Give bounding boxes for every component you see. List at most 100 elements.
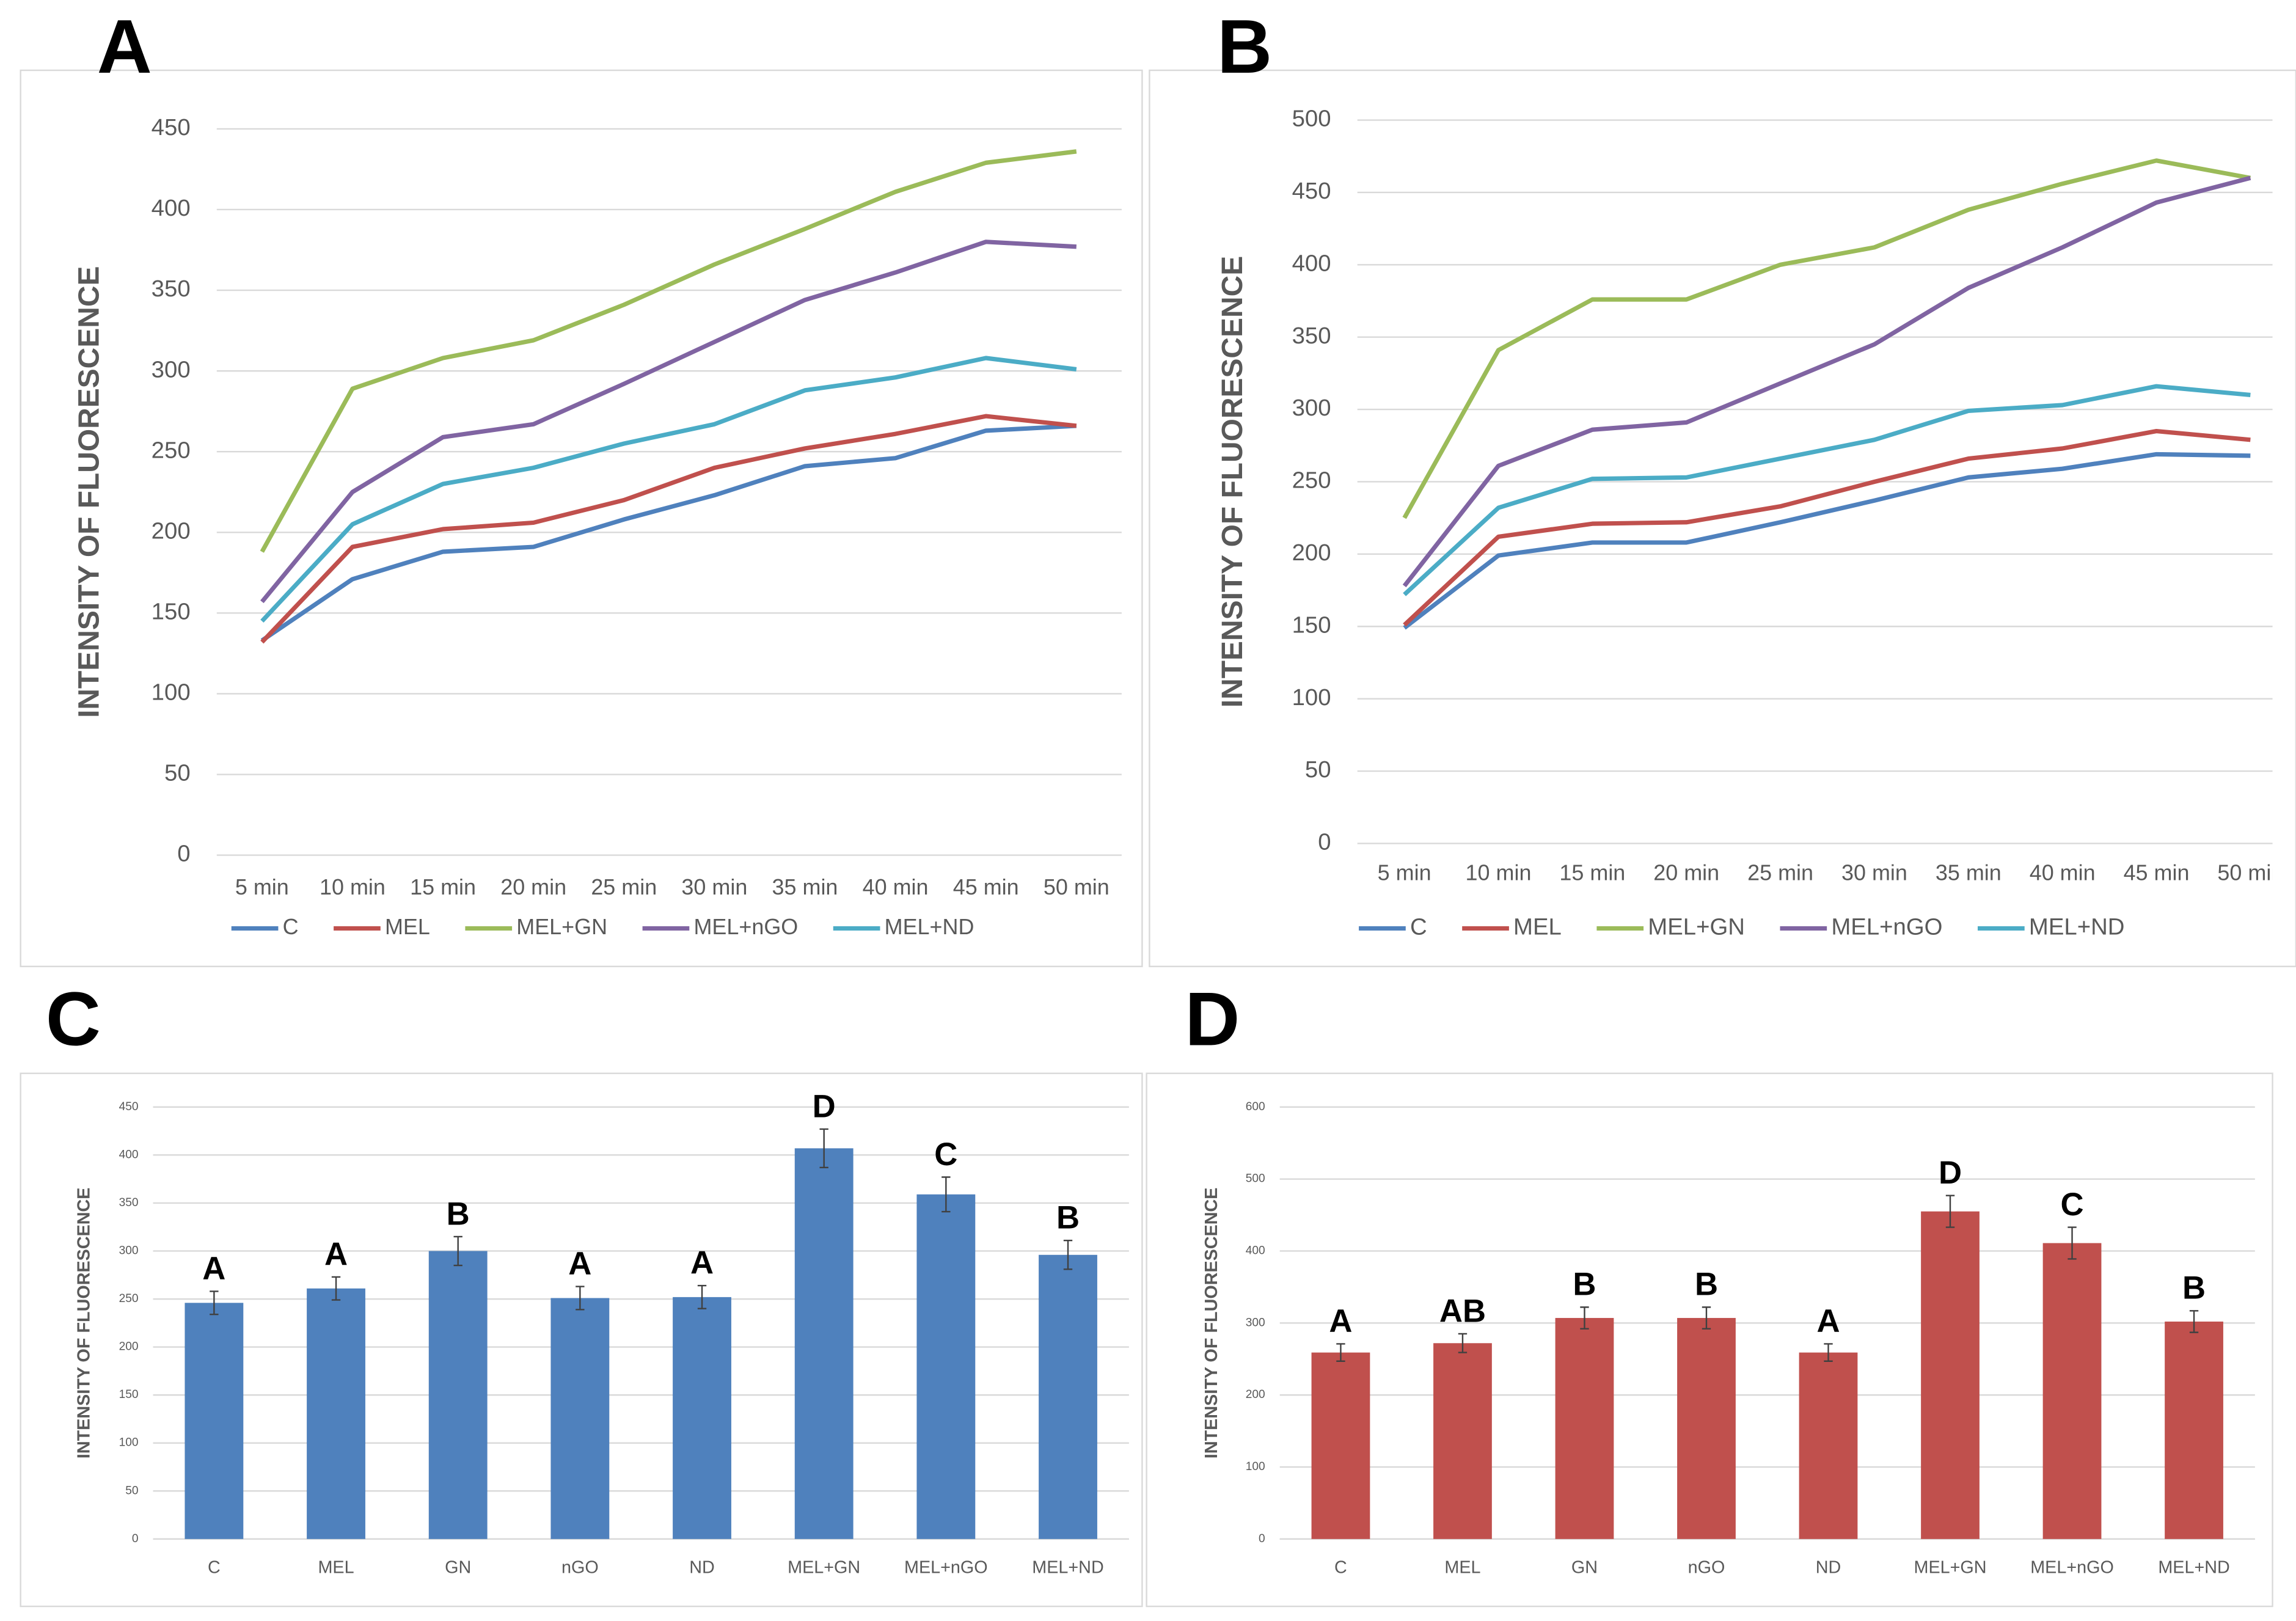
y-tick-label: 350 xyxy=(1292,323,1331,349)
error-bar xyxy=(2189,1310,2199,1333)
x-tick-label: 25 min xyxy=(1747,860,1813,885)
panel-frame xyxy=(20,1072,1143,1608)
legend-label: MEL xyxy=(385,914,430,939)
y-tick-label: 450 xyxy=(152,114,191,141)
legend-label: C xyxy=(283,914,299,939)
x-tick-label: 10 min xyxy=(320,874,386,899)
y-tick-label: 150 xyxy=(119,1388,139,1401)
chart: B INTENSITY OF FLUORESCENCE 0 50 100 150 200 25… xyxy=(1216,4,2283,940)
y-tick-label: 50 xyxy=(164,760,191,786)
y-tick-label: 400 xyxy=(1292,250,1331,276)
bar xyxy=(428,1251,488,1539)
series-line xyxy=(1402,175,2251,588)
x-tick-label: C xyxy=(1334,1557,1347,1577)
x-tick-label: MEL xyxy=(318,1557,354,1577)
y-tick-label: 500 xyxy=(1246,1173,1265,1185)
significance-label: A xyxy=(1329,1303,1352,1339)
significance-label: B xyxy=(1695,1267,1718,1303)
significance-label: A xyxy=(324,1236,348,1272)
error-bar xyxy=(453,1235,462,1267)
panel-label: D xyxy=(1185,977,1240,1062)
y-axis-title: INTENSITY OF FLUORESCENCE xyxy=(73,266,105,718)
significance-label: C xyxy=(934,1136,957,1173)
error-bar xyxy=(331,1276,341,1301)
x-tick-label: GN xyxy=(1571,1557,1598,1577)
panel-frame xyxy=(20,69,1143,967)
legend-label: MEL+nGO xyxy=(1831,914,1942,940)
y-tick-label: 200 xyxy=(1292,540,1331,566)
y-tick-label: 150 xyxy=(152,598,191,624)
bar xyxy=(916,1194,976,1539)
chart: A INTENSITY OF FLUORESCENCE 0 50 100 150 200 25… xyxy=(73,4,1122,939)
x-tick-label: nGO xyxy=(561,1557,599,1577)
y-tick-label: 450 xyxy=(1292,178,1331,204)
y-tick-label: 300 xyxy=(119,1245,139,1257)
x-tick-label: 25 min xyxy=(591,874,657,899)
bar xyxy=(1555,1318,1614,1539)
x-tick-label: 40 min xyxy=(2030,860,2096,885)
error-bar xyxy=(1458,1333,1468,1353)
significance-label: B xyxy=(2182,1270,2206,1306)
bar xyxy=(185,1303,244,1539)
x-tick-label: 40 min xyxy=(863,874,929,899)
y-tick-label: 0 xyxy=(132,1532,139,1545)
chart: D INTENSITY OF FLUORESCENCE 0 100 200 300 400 5… xyxy=(1185,977,2255,1577)
series-line xyxy=(1403,429,2251,627)
bar xyxy=(673,1297,731,1539)
x-tick-label: 20 min xyxy=(500,874,566,899)
series-line xyxy=(1402,158,2251,519)
y-tick-label: 300 xyxy=(1246,1316,1265,1329)
y-tick-label: 250 xyxy=(119,1292,139,1305)
y-tick-label: 500 xyxy=(1292,106,1331,132)
y-tick-label: 0 xyxy=(177,841,190,867)
x-tick-label: 15 min xyxy=(1559,860,1625,885)
error-bar xyxy=(1063,1239,1073,1270)
significance-label: D xyxy=(1939,1155,1962,1191)
y-tick-label: 600 xyxy=(1246,1100,1265,1113)
significance-label: C xyxy=(2060,1187,2083,1223)
y-tick-label: 350 xyxy=(119,1196,139,1209)
x-tick-label: GN xyxy=(445,1557,471,1577)
x-tick-label: MEL+nGO xyxy=(2030,1557,2114,1577)
y-axis-title: INTENSITY OF FLUORESCENCE xyxy=(1216,256,1249,708)
y-tick-label: 200 xyxy=(119,1341,139,1353)
y-tick-label: 200 xyxy=(152,518,191,544)
y-tick-label: 400 xyxy=(119,1148,139,1161)
series-line xyxy=(1403,452,2251,630)
error-bar xyxy=(576,1286,585,1311)
y-tick-label: 50 xyxy=(125,1484,138,1497)
significance-label: B xyxy=(1573,1267,1596,1303)
bar xyxy=(1677,1318,1736,1539)
error-bar xyxy=(697,1284,707,1309)
y-tick-label: 350 xyxy=(152,276,191,302)
y-tick-label: 400 xyxy=(152,195,191,221)
legend-label: MEL+ND xyxy=(2029,914,2125,940)
bar xyxy=(550,1298,610,1539)
x-tick-label: 20 min xyxy=(1653,860,1719,885)
series-line xyxy=(260,356,1077,623)
series-line xyxy=(260,423,1077,643)
significance-label: A xyxy=(202,1251,225,1287)
legend-label: MEL xyxy=(1513,914,1562,940)
error-bar xyxy=(1702,1306,1711,1330)
error-bar xyxy=(1824,1343,1833,1362)
x-tick-label: 50 min xyxy=(2217,860,2283,885)
bar xyxy=(1921,1211,1980,1539)
chart: C INTENSITY OF FLUORESCENCE 0 50 100 150 200 25… xyxy=(46,977,1129,1577)
bar xyxy=(1311,1352,1370,1539)
bar xyxy=(794,1148,854,1539)
y-tick-label: 0 xyxy=(1259,1532,1265,1545)
error-bar xyxy=(941,1176,951,1213)
y-tick-label: 100 xyxy=(1246,1460,1265,1473)
series-line xyxy=(260,149,1077,553)
panel-label: B xyxy=(1217,4,1272,89)
x-tick-label: MEL+GN xyxy=(788,1557,860,1577)
x-tick-label: 5 min xyxy=(1378,860,1431,885)
x-tick-label: ND xyxy=(689,1557,715,1577)
x-tick-label: MEL+ND xyxy=(2158,1557,2229,1577)
legend-label: C xyxy=(1410,914,1427,940)
x-tick-label: 30 min xyxy=(1841,860,1907,885)
y-tick-label: 400 xyxy=(1246,1245,1265,1257)
x-tick-label: 45 min xyxy=(953,874,1019,899)
